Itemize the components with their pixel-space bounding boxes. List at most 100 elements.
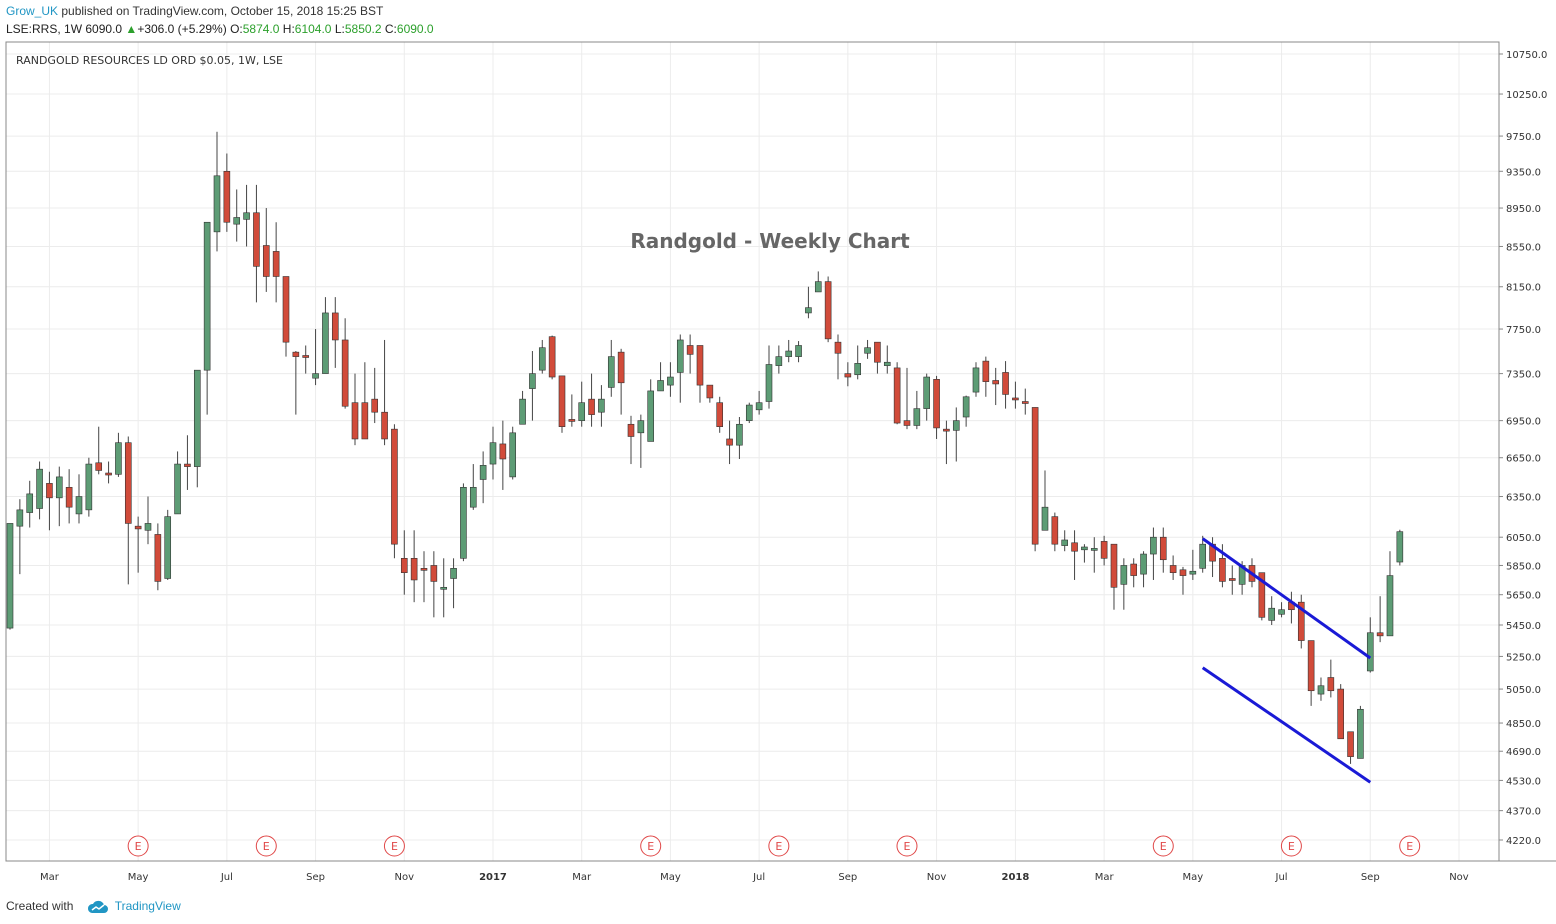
candle-body (874, 341, 881, 363)
candle-body (440, 586, 448, 590)
trendline[interactable] (1201, 537, 1372, 660)
chart-grid (6, 42, 1499, 861)
earnings-event-marker[interactable]: E (127, 835, 149, 857)
candle (203, 221, 211, 415)
published-text: published on TradingView.com, October 15… (61, 4, 384, 18)
candle (903, 367, 911, 430)
time-tick-label: Jul (220, 872, 233, 883)
candle-body (854, 363, 862, 376)
price-tick-label: 5850.0 (1506, 561, 1541, 572)
candle-body (282, 276, 290, 343)
candle-body (667, 376, 674, 386)
candle (213, 131, 221, 252)
candle-body (450, 568, 457, 579)
earnings-event-circle (255, 835, 277, 857)
last-price: 6090.0 (85, 22, 123, 36)
candle (578, 381, 586, 427)
candle-body (548, 336, 556, 378)
candle-body (686, 345, 694, 355)
candle-body (420, 568, 428, 571)
trendline[interactable] (1201, 666, 1372, 784)
candle-body (223, 170, 231, 223)
candle (1061, 530, 1068, 552)
earnings-event-marker[interactable]: E (896, 835, 918, 857)
candle (844, 362, 852, 387)
candle-body (607, 356, 615, 388)
candle-body (184, 463, 191, 467)
candle-body (1337, 688, 1344, 740)
candle-body (1189, 570, 1197, 575)
candle (1396, 529, 1404, 566)
candle-body (943, 428, 950, 432)
candle (1071, 530, 1078, 580)
earnings-event-marker[interactable]: E (1280, 835, 1302, 857)
earnings-event-label: E (775, 840, 782, 853)
earnings-event-circle (383, 835, 405, 857)
candle (312, 329, 319, 386)
author-link[interactable]: Grow_UK (6, 4, 59, 18)
earnings-event-marker[interactable]: E (1399, 835, 1421, 857)
candle (1051, 512, 1059, 552)
candle-body (400, 558, 408, 573)
candle-body (509, 432, 517, 478)
trendlines-group (1201, 537, 1372, 784)
candle (726, 420, 733, 465)
candle-body (391, 428, 398, 545)
candle-body (322, 312, 329, 374)
earnings-event-marker[interactable]: E (255, 835, 277, 857)
earnings-event-label: E (647, 840, 654, 853)
candle (716, 396, 724, 433)
candle-body (1159, 536, 1167, 561)
candle (548, 335, 556, 380)
candle-body (1327, 677, 1335, 692)
publish-header: Grow_UK published on TradingView.com, Oc… (6, 4, 383, 18)
candle-body (164, 516, 172, 579)
candle-body (538, 347, 546, 371)
candle-body (637, 420, 645, 434)
candle (1081, 544, 1088, 563)
candle-body (134, 525, 142, 530)
candle (292, 351, 300, 415)
candle-body (6, 523, 14, 629)
candle (184, 435, 191, 490)
price-tick-label: 4530.0 (1506, 776, 1541, 787)
candle (745, 402, 753, 424)
candle (1297, 594, 1305, 649)
candle-body (1376, 632, 1384, 637)
candle (686, 334, 694, 374)
candle (1031, 407, 1039, 552)
candle-body (1061, 539, 1068, 546)
tradingview-link[interactable]: TradingView (114, 899, 181, 913)
earnings-event-label: E (1160, 840, 1167, 853)
candle (75, 474, 83, 524)
candle-body (499, 443, 507, 460)
candle (469, 464, 477, 510)
candle-body (578, 402, 586, 421)
candle-body (1021, 401, 1029, 404)
earnings-event-marker[interactable]: E (383, 835, 405, 857)
candle-body (903, 420, 911, 426)
candle (558, 375, 566, 433)
candle (509, 426, 517, 480)
candle (972, 362, 980, 397)
candle-body (775, 356, 783, 366)
price-tick-label: 7350.0 (1506, 370, 1541, 381)
earnings-event-marker[interactable]: E (640, 835, 662, 857)
earnings-event-label: E (1406, 840, 1413, 853)
time-tick-label: 2017 (479, 872, 507, 883)
earnings-event-marker[interactable]: E (768, 835, 790, 857)
candle-body (1090, 548, 1098, 551)
candle-body (1071, 542, 1078, 552)
price-tick-label: 6350.0 (1506, 493, 1541, 504)
candle (1386, 551, 1394, 637)
candle (1169, 555, 1177, 580)
candle-body (105, 472, 112, 476)
candle (529, 351, 536, 421)
candle-body (144, 523, 152, 531)
candle-body (115, 442, 122, 475)
candle (893, 362, 901, 425)
earnings-event-marker[interactable]: E (1152, 835, 1174, 857)
up-arrow-icon: ▲ (125, 22, 138, 36)
candle-body (1307, 640, 1315, 692)
